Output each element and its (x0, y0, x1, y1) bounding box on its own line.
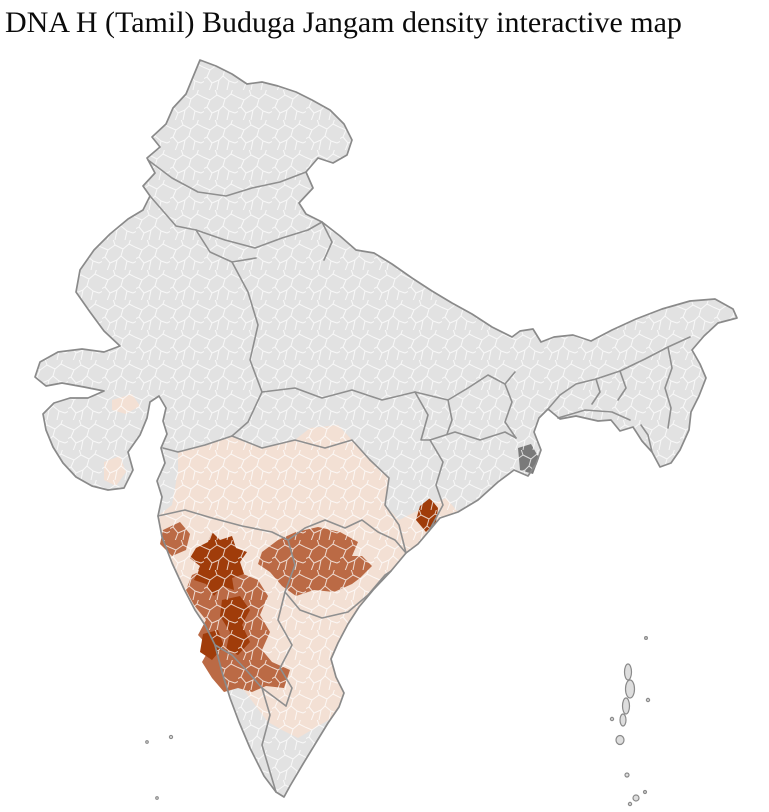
lakshadweep-islands[interactable] (145, 734, 174, 800)
andaman-nicobar-islands[interactable] (609, 635, 651, 807)
page-title: DNA H (Tamil) Buduga Jangam density inte… (5, 6, 682, 39)
state-borders (147, 159, 691, 793)
